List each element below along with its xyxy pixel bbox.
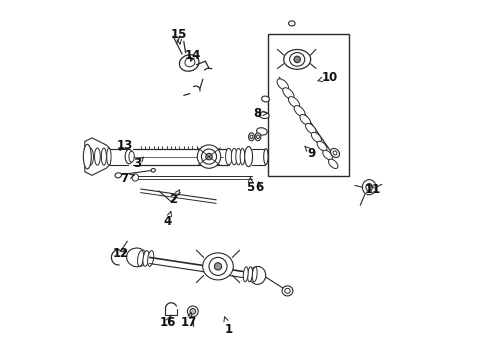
Ellipse shape [277,79,289,90]
Ellipse shape [252,267,257,282]
Text: 12: 12 [113,247,129,260]
Ellipse shape [132,174,139,181]
Ellipse shape [323,150,332,160]
Text: 14: 14 [185,49,201,62]
Bar [269,34,349,176]
Ellipse shape [115,173,122,178]
Ellipse shape [257,135,259,139]
Text: 15: 15 [170,28,187,44]
Ellipse shape [179,55,199,71]
Ellipse shape [206,153,212,160]
Text: 3: 3 [133,157,144,170]
Ellipse shape [257,128,267,135]
Polygon shape [85,138,110,175]
Text: 1: 1 [224,317,233,336]
Ellipse shape [250,135,253,139]
Ellipse shape [290,53,305,66]
Ellipse shape [294,56,300,63]
Ellipse shape [225,148,232,165]
Ellipse shape [262,96,270,102]
Ellipse shape [247,267,252,282]
Ellipse shape [95,148,100,165]
Ellipse shape [330,148,340,158]
Ellipse shape [197,145,220,168]
Ellipse shape [101,148,106,165]
Ellipse shape [289,97,299,108]
Ellipse shape [306,123,316,134]
Ellipse shape [283,88,294,99]
Ellipse shape [201,149,217,164]
Ellipse shape [190,309,196,314]
Text: 17: 17 [181,312,197,329]
Ellipse shape [366,184,372,191]
Text: 13: 13 [116,139,132,152]
Ellipse shape [107,148,111,165]
Text: 4: 4 [164,212,171,228]
Ellipse shape [328,159,338,168]
Ellipse shape [231,148,237,165]
Text: 11: 11 [365,183,381,195]
Ellipse shape [248,133,254,141]
Ellipse shape [125,149,133,164]
Ellipse shape [249,266,266,284]
Ellipse shape [363,180,376,195]
Ellipse shape [245,147,252,167]
Ellipse shape [333,151,337,155]
Text: 2: 2 [169,190,180,206]
Ellipse shape [147,251,154,266]
Ellipse shape [187,306,198,317]
Text: 6: 6 [255,181,264,194]
Text: 16: 16 [159,316,176,329]
Ellipse shape [83,144,91,169]
Ellipse shape [215,263,221,270]
Ellipse shape [185,58,195,67]
Ellipse shape [236,148,241,165]
Ellipse shape [87,148,94,165]
Text: 7: 7 [121,172,134,185]
Text: 8: 8 [253,107,268,120]
Ellipse shape [255,133,261,141]
Ellipse shape [209,257,227,275]
Ellipse shape [264,149,268,165]
Ellipse shape [294,105,305,116]
Ellipse shape [300,114,311,125]
Text: 9: 9 [305,146,316,159]
Ellipse shape [284,50,311,69]
Text: 5: 5 [246,177,254,194]
Ellipse shape [203,253,233,280]
Ellipse shape [126,248,147,267]
Ellipse shape [317,141,327,151]
Ellipse shape [240,148,245,165]
Text: 10: 10 [318,71,338,84]
Ellipse shape [151,168,155,172]
Ellipse shape [138,251,144,266]
Ellipse shape [259,112,269,118]
Ellipse shape [129,151,134,162]
Ellipse shape [244,267,248,282]
Ellipse shape [285,288,290,293]
Ellipse shape [289,21,295,26]
Ellipse shape [282,286,293,296]
Ellipse shape [311,132,321,143]
Ellipse shape [143,251,149,266]
